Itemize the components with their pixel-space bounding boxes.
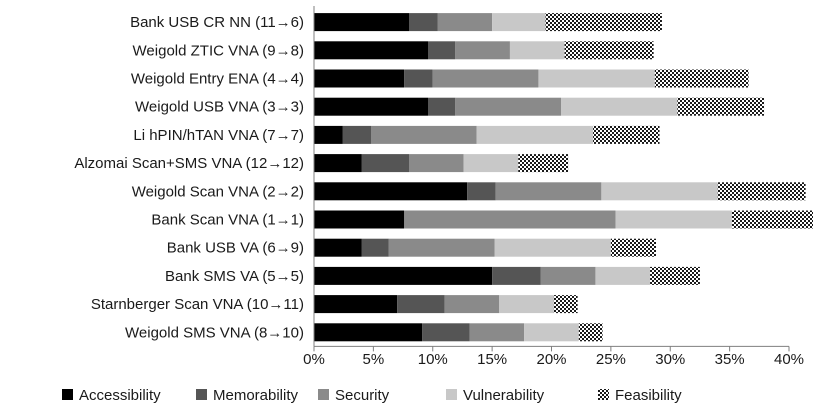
bar-segment-vulnerability-0 — [492, 13, 546, 32]
category-label: Weigold Scan VNA (2→2) — [132, 183, 304, 200]
bar-segment-memorability-6 — [467, 182, 496, 201]
bar-segment-security-8 — [388, 238, 495, 257]
legend-swatch-security — [318, 389, 329, 400]
bar-segment-accessibility-4 — [314, 125, 343, 144]
bar-segment-feasibility-0 — [545, 13, 662, 32]
bar-segment-feasibility-8 — [610, 238, 656, 257]
bar-segment-vulnerability-9 — [595, 266, 651, 285]
bar-segment-accessibility-0 — [314, 13, 409, 32]
bar-segment-vulnerability-8 — [494, 238, 611, 257]
legend: Accessibility Memorability Security Vulnera… — [62, 387, 682, 404]
category-label: Li hPIN/hTAN VNA (7→7) — [133, 127, 304, 144]
bar-segment-vulnerability-10 — [499, 295, 554, 314]
bar-segment-security-6 — [495, 182, 602, 201]
category-label: Weigold SMS VNA (8→10) — [125, 324, 304, 341]
bar-segment-memorability-9 — [492, 266, 541, 285]
bar-segment-accessibility-6 — [314, 182, 468, 201]
bar-segment-memorability-4 — [342, 125, 371, 144]
bar-segment-accessibility-8 — [314, 238, 362, 257]
bar-segment-memorability-1 — [428, 41, 456, 60]
bar-segment-feasibility-2 — [654, 69, 749, 88]
category-label: Bank Scan VNA (1→1) — [151, 212, 304, 229]
x-tick-label: 40% — [774, 351, 804, 368]
x-tick-label: 10% — [418, 351, 448, 368]
bar-segment-memorability-10 — [397, 295, 445, 314]
category-label: Bank SMS VA (5→5) — [165, 268, 304, 285]
bar-segment-feasibility-5 — [518, 154, 569, 173]
x-tick-label: 0% — [303, 351, 325, 368]
bar-segment-security-4 — [371, 125, 477, 144]
bar-segment-memorability-8 — [361, 238, 389, 257]
bar-segment-feasibility-11 — [578, 323, 603, 342]
category-label: Weigold Entry ENA (4→4) — [131, 71, 304, 88]
legend-label-security: Security — [335, 387, 390, 404]
legend-swatch-memorability — [196, 389, 207, 400]
bar-segment-security-5 — [409, 154, 464, 173]
x-tick-label: 35% — [715, 351, 745, 368]
bar-segment-security-9 — [540, 266, 596, 285]
bar-segment-security-3 — [455, 97, 561, 116]
bar-segment-security-2 — [432, 69, 539, 88]
legend-label-accessibility: Accessibility — [79, 387, 161, 404]
bar-segment-memorability-11 — [422, 323, 470, 342]
bar-segment-vulnerability-1 — [509, 41, 565, 60]
legend-label-feasibility: Feasibility — [615, 387, 682, 404]
bar-segment-accessibility-10 — [314, 295, 398, 314]
legend-swatch-vulnerability — [446, 389, 457, 400]
category-label: Bank USB CR NN (11→6) — [130, 14, 304, 31]
bar-segment-accessibility-2 — [314, 69, 405, 88]
bar-segment-feasibility-4 — [593, 125, 660, 144]
y-axis: Bank USB CR NN (11→6) Weigold ZTIC VNA (9… — [74, 6, 315, 347]
legend-swatch-accessibility — [62, 389, 73, 400]
legend-label-vulnerability: Vulnerability — [463, 387, 545, 404]
bar-segment-feasibility-3 — [677, 97, 765, 116]
x-tick-label: 5% — [363, 351, 385, 368]
x-tick-label: 15% — [477, 351, 507, 368]
bar-segment-accessibility-7 — [314, 210, 405, 229]
bar-segment-vulnerability-6 — [601, 182, 718, 201]
x-tick-label: 30% — [655, 351, 685, 368]
bar-segment-memorability-5 — [361, 154, 409, 173]
bar-segment-accessibility-3 — [314, 97, 428, 116]
bar-segment-vulnerability-5 — [463, 154, 519, 173]
category-label: Alzomai Scan+SMS VNA (12→12) — [74, 155, 304, 172]
bar-segment-security-0 — [437, 13, 493, 32]
bar-segment-memorability-2 — [404, 69, 433, 88]
bar-segment-security-7 — [404, 210, 616, 229]
bar-segment-accessibility-5 — [314, 154, 362, 173]
bar-segment-accessibility-9 — [314, 266, 493, 285]
bar-segment-vulnerability-3 — [561, 97, 678, 116]
bar-segment-security-1 — [455, 41, 510, 60]
category-label: Weigold ZTIC VNA (9→8) — [133, 42, 304, 59]
bar-segment-memorability-3 — [428, 97, 456, 116]
bar-segment-feasibility-6 — [717, 182, 806, 201]
category-label: Weigold USB VNA (3→3) — [135, 99, 304, 116]
category-label: Bank USB VA (6→9) — [167, 240, 304, 257]
plot-area — [314, 13, 813, 342]
bar-segment-security-10 — [444, 295, 500, 314]
x-axis: 0% 5% 10% 15% 20% 25% 30% 35% 40% — [303, 345, 804, 368]
bar-segment-vulnerability-11 — [524, 323, 579, 342]
bar-segment-vulnerability-4 — [476, 125, 594, 144]
legend-swatch-feasibility — [598, 389, 609, 400]
bar-segment-vulnerability-7 — [615, 210, 732, 229]
bar-segment-accessibility-1 — [314, 41, 428, 60]
bar-segment-security-11 — [469, 323, 525, 342]
bar-segment-feasibility-9 — [650, 266, 700, 285]
bar-segment-feasibility-10 — [553, 295, 578, 314]
x-tick-label: 20% — [536, 351, 566, 368]
bar-segment-accessibility-11 — [314, 323, 423, 342]
x-tick-label: 25% — [596, 351, 626, 368]
bar-segment-memorability-0 — [409, 13, 438, 32]
legend-label-memorability: Memorability — [213, 387, 299, 404]
bar-segment-feasibility-7 — [732, 210, 813, 229]
bar-segment-vulnerability-2 — [538, 69, 655, 88]
category-label: Starnberger Scan VNA (10→11) — [91, 296, 304, 313]
bar-segment-feasibility-1 — [564, 41, 654, 60]
